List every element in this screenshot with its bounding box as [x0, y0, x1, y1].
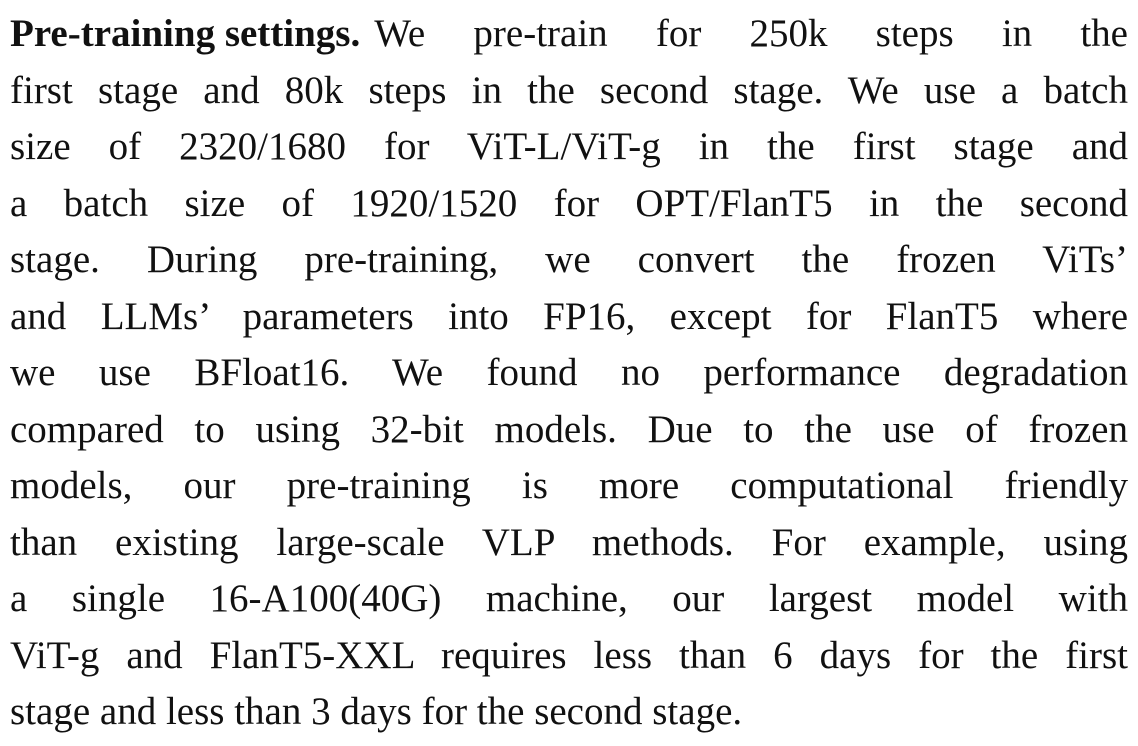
paragraph-line: models, our pre-training is more computa… — [10, 464, 1128, 507]
paragraph-line: a single 16-A100(40G) machine, our large… — [10, 577, 1128, 620]
paragraph-text: We pre-train for 250k steps in the — [374, 12, 1128, 55]
paragraph-line: stage. During pre-training, we convert t… — [10, 238, 1128, 281]
paragraph-line: ViT-g and FlanT5-XXL requires less than … — [10, 633, 1128, 677]
paragraph-line: a batch size of 1920/1520 for OPT/FlanT5… — [10, 181, 1128, 225]
paragraph-line: and LLMs’ parameters into FP16, except f… — [10, 294, 1128, 338]
paragraph-line: than existing large-scale VLP methods. F… — [10, 520, 1128, 564]
paragraph-line: first stage and 80k steps in the second … — [10, 68, 1128, 112]
paragraph-line: size of 2320/1680 for ViT-L/ViT-g in the… — [10, 125, 1128, 168]
paragraph-line: Pre-training settings. We pre-train for … — [10, 6, 1128, 63]
paragraph-heading: Pre-training settings. — [10, 12, 361, 55]
paragraph-line: we use BFloat16. We found no performance… — [10, 351, 1128, 394]
paragraph-line: compared to using 32-bit models. Due to … — [10, 407, 1128, 451]
paragraph-body: first stage and 80k steps in the second … — [10, 63, 1128, 741]
paragraph-line: stage and less than 3 days for the secon… — [10, 690, 743, 733]
